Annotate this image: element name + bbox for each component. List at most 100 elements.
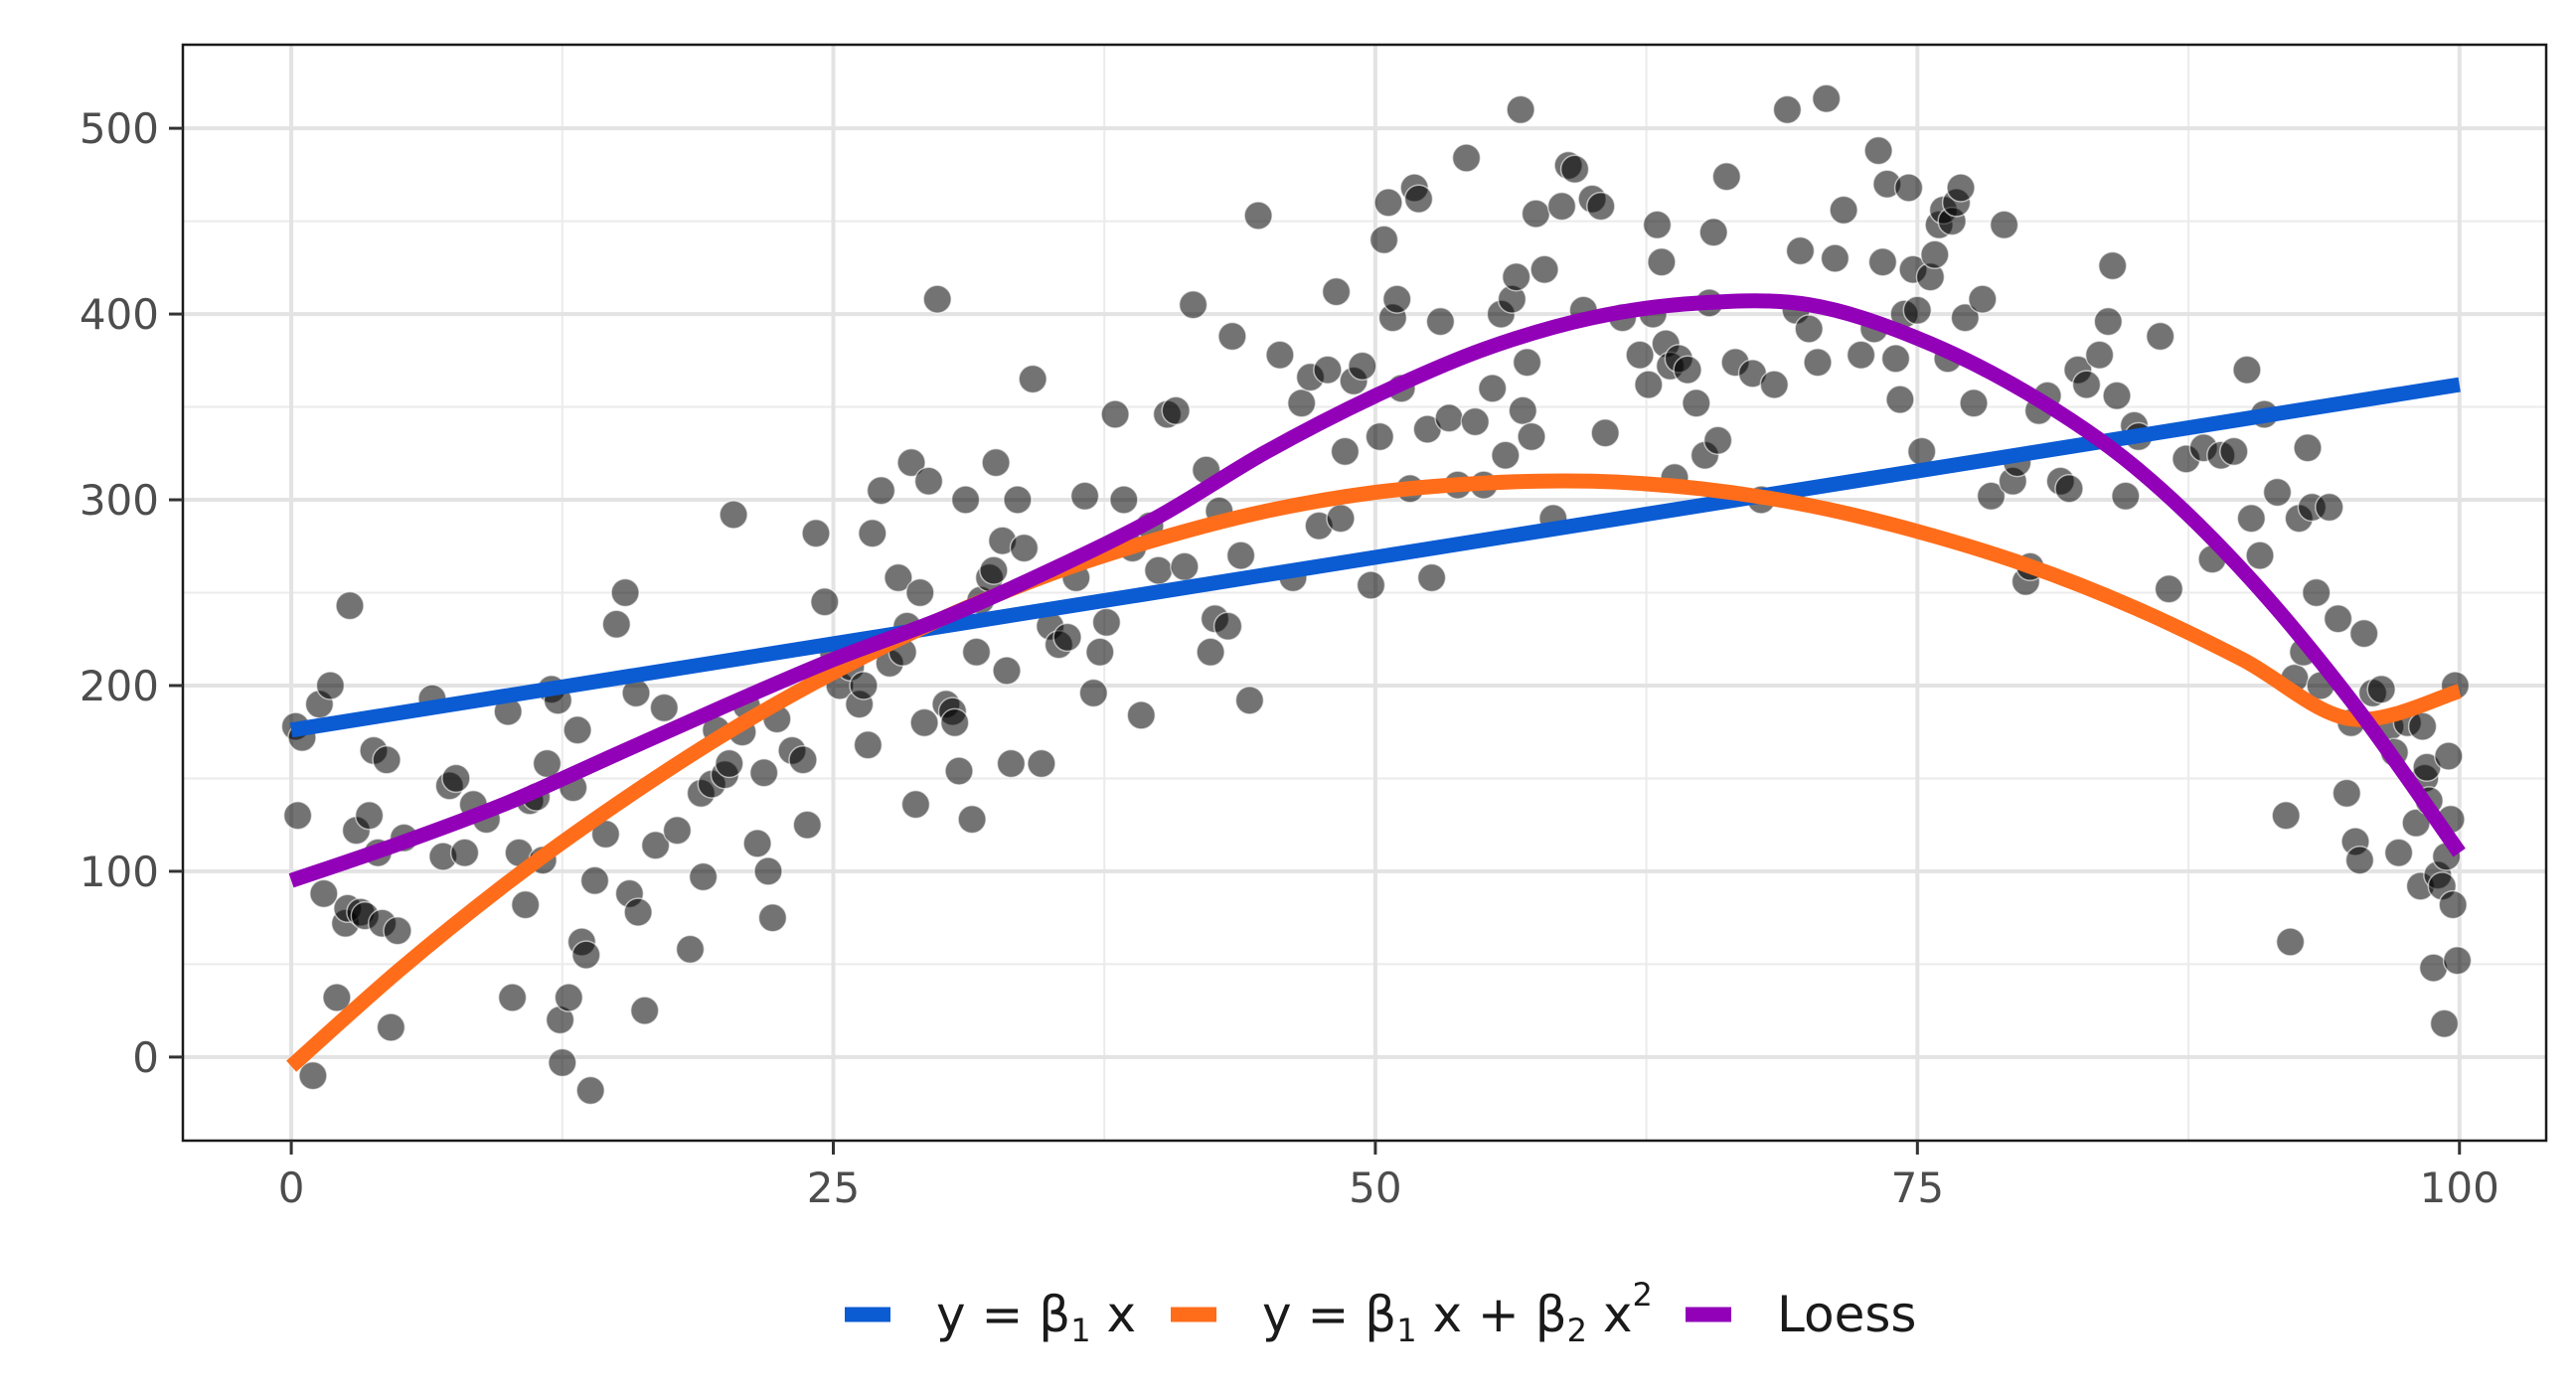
scatter-point <box>1794 314 1824 344</box>
scatter-point <box>1170 551 1200 582</box>
scatter-point <box>1161 395 1191 426</box>
scatter-point <box>563 715 592 745</box>
scatter-point <box>1196 637 1225 668</box>
scatter-point <box>1356 570 1386 600</box>
scatter-point <box>2262 477 2293 508</box>
scatter-point <box>1867 246 1898 277</box>
legend: y = β1 x y = β1 x + β2 x2 Loess <box>845 1276 1916 1349</box>
scatter-point <box>1234 686 1265 715</box>
scatter-point <box>571 940 601 970</box>
scatter-point <box>1365 421 1395 452</box>
scatter-point <box>1313 355 1343 385</box>
scatter-point <box>757 902 788 933</box>
scatter-point <box>1091 607 1122 638</box>
scatter-point <box>2111 481 2141 512</box>
scatter-point <box>1286 388 1317 418</box>
scatter-point <box>1702 425 1733 455</box>
scatter-point <box>909 707 939 738</box>
scatter-point <box>1027 748 1056 779</box>
x-tick-label: 75 <box>1891 1163 1944 1212</box>
scatter-point <box>1885 385 1915 414</box>
scatter-point <box>1820 243 1851 273</box>
scatter-point <box>2154 574 2184 604</box>
scatter-point <box>2366 674 2396 704</box>
scatter-point <box>354 801 385 831</box>
scatter-point <box>788 745 818 775</box>
scatter-point <box>1326 503 1356 534</box>
scatter-point <box>719 500 748 530</box>
scatter-point <box>309 878 339 909</box>
scatter-point <box>649 693 680 723</box>
x-tick-label: 0 <box>278 1163 305 1212</box>
scatter-point <box>1893 173 1924 203</box>
scatter-point <box>1989 210 2019 240</box>
scatter-point <box>1460 406 1491 437</box>
scatter-point <box>2271 801 2301 831</box>
scatter-point <box>2348 618 2379 649</box>
scatter-point <box>2097 250 2128 281</box>
scatter-point <box>1698 218 1728 247</box>
scatter-point <box>950 485 981 515</box>
scatter-point <box>1920 239 1950 270</box>
scatter-point <box>1501 261 1531 292</box>
scatter-point <box>1243 201 1273 231</box>
scatter-point <box>623 897 653 927</box>
scatter-point <box>2084 340 2115 370</box>
scatter-point <box>905 577 935 608</box>
scatter-point <box>298 1060 328 1091</box>
scatter-point <box>372 745 402 775</box>
scatter-point <box>1772 94 1803 125</box>
scatter-point <box>315 671 346 700</box>
scatter-point <box>1946 173 1976 203</box>
scatter-point <box>1546 191 1577 222</box>
scatter-point <box>1126 700 1157 730</box>
scatter-point <box>1976 481 2007 512</box>
scatter-point <box>1759 370 1790 399</box>
scatter-point <box>896 447 926 478</box>
scatter-point <box>957 804 987 835</box>
x-tick-label: 100 <box>2420 1163 2499 1212</box>
scatter-point <box>1100 399 1130 429</box>
scatter-point <box>996 748 1027 779</box>
scatter-point <box>1590 417 1620 448</box>
scatter-point <box>497 983 528 1012</box>
series-line-2 <box>286 473 2462 1072</box>
scatter-point <box>2383 838 2414 867</box>
scatter-point <box>1009 533 1040 563</box>
y-tick-label: 400 <box>80 290 159 339</box>
scatter-point <box>900 789 931 820</box>
scatter-point <box>1381 284 1412 314</box>
x-tick-label: 50 <box>1349 1163 1401 1212</box>
scatter-point <box>858 518 887 548</box>
scatter-point <box>1863 135 1893 166</box>
scatter-point <box>2102 381 2132 411</box>
legend-label-1: y = β1 x <box>936 1286 1136 1349</box>
scatter-point <box>748 758 779 788</box>
legend-label-2: y = β1 x + β2 x2 <box>1262 1276 1653 1349</box>
scatter-point <box>1212 611 1243 641</box>
scatter-point <box>2332 778 2362 809</box>
scatter-point <box>2344 845 2375 875</box>
scatter-point <box>1803 347 1833 378</box>
scatter-point <box>1517 421 1546 452</box>
scatter-point <box>1003 485 1033 515</box>
scatter-point <box>944 756 974 786</box>
scatter-point <box>2442 945 2473 976</box>
scatter-point <box>376 1012 406 1042</box>
scatter-point <box>753 856 783 886</box>
scatter-point <box>1530 254 1559 284</box>
scatter-point <box>913 466 944 497</box>
scatter-point <box>2315 492 2344 523</box>
y-tick-label: 0 <box>132 1033 159 1082</box>
scatter-point <box>554 983 584 1012</box>
scatter-point <box>1368 225 1399 255</box>
scatter-point <box>922 284 952 314</box>
scatter-point <box>1508 395 1538 426</box>
scatter-point <box>1109 485 1139 515</box>
scatter-point <box>1673 355 1702 385</box>
scatter-point <box>335 590 365 621</box>
scatter-point <box>1634 370 1664 399</box>
scatter-point <box>1682 388 1711 418</box>
scatter-point <box>801 518 831 548</box>
scatter-point <box>383 915 412 946</box>
